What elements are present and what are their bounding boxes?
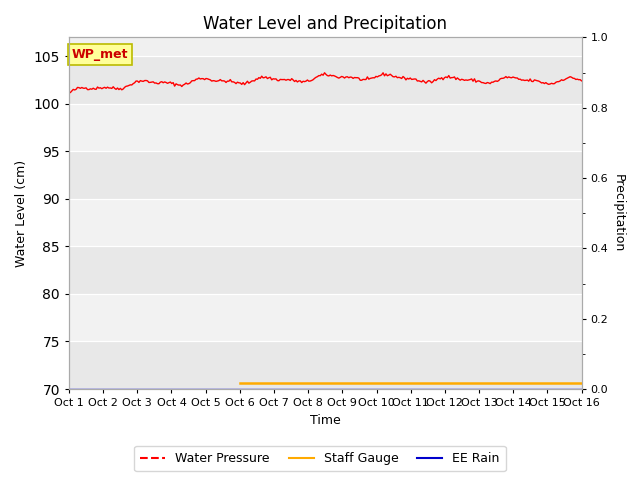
Title: Water Level and Precipitation: Water Level and Precipitation bbox=[204, 15, 447, 33]
Water Pressure bbox=[235, 80, 243, 85]
Bar bbox=[69, 294, 582, 341]
Bar bbox=[69, 246, 582, 294]
Water Pressure bbox=[218, 78, 225, 84]
Water Pressure bbox=[128, 82, 136, 88]
Staff Gauge bbox=[327, 380, 335, 386]
Staff Gauge bbox=[257, 380, 264, 386]
Water Pressure bbox=[65, 90, 73, 96]
EE Rain bbox=[235, 386, 243, 392]
EE Rain bbox=[128, 386, 136, 392]
EE Rain bbox=[289, 386, 297, 392]
Line: Water Pressure: Water Pressure bbox=[69, 73, 582, 93]
Staff Gauge bbox=[300, 380, 307, 386]
Legend: Water Pressure, Staff Gauge, EE Rain: Water Pressure, Staff Gauge, EE Rain bbox=[134, 446, 506, 471]
Water Pressure bbox=[321, 70, 328, 76]
Staff Gauge bbox=[578, 380, 586, 386]
Water Pressure bbox=[289, 77, 297, 83]
Staff Gauge bbox=[561, 380, 568, 386]
EE Rain bbox=[218, 386, 225, 392]
Y-axis label: Precipitation: Precipitation bbox=[612, 174, 625, 252]
Y-axis label: Water Level (cm): Water Level (cm) bbox=[15, 160, 28, 267]
Bar bbox=[69, 199, 582, 246]
Staff Gauge bbox=[250, 380, 257, 386]
Staff Gauge bbox=[236, 380, 244, 386]
Bar bbox=[69, 341, 582, 389]
Water Pressure bbox=[578, 78, 586, 84]
Water Pressure bbox=[244, 78, 252, 84]
Bar bbox=[69, 151, 582, 199]
X-axis label: Time: Time bbox=[310, 414, 340, 427]
Staff Gauge bbox=[548, 380, 556, 386]
Bar bbox=[69, 104, 582, 151]
EE Rain bbox=[549, 386, 557, 392]
EE Rain bbox=[65, 386, 73, 392]
Water Pressure bbox=[550, 81, 558, 86]
Text: WP_met: WP_met bbox=[72, 48, 128, 61]
Bar bbox=[69, 56, 582, 104]
EE Rain bbox=[578, 386, 586, 392]
EE Rain bbox=[244, 386, 252, 392]
